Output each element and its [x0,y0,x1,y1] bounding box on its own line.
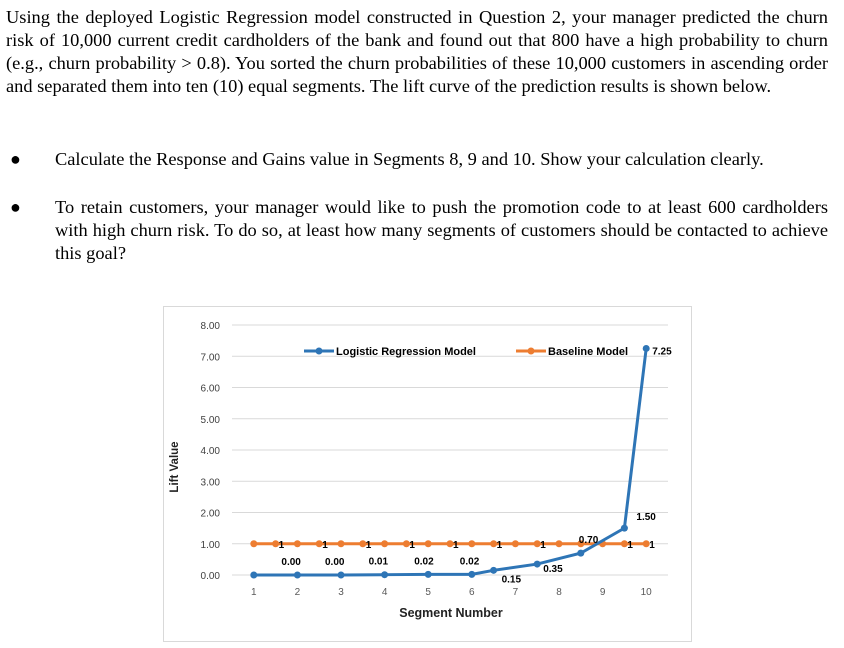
data-label-baseline: 1 [322,540,328,551]
data-point-baseline [381,540,389,548]
y-tick-label: 2.00 [201,509,221,520]
data-point-baseline [642,540,650,548]
data-label-baseline: 1 [366,540,372,551]
y-tick-label: 7.00 [201,352,221,363]
x-tick-label: 3 [338,587,344,598]
data-point-logistic [577,549,585,557]
y-tick-labels: 0.00 1.00 2.00 3.00 4.00 5.00 6.00 7.00 8.00 [201,321,221,582]
data-label-logistic: 1.50 [636,512,656,523]
data-point-baseline [337,540,345,548]
x-tick-label: 6 [469,587,475,598]
x-tick-label: 8 [556,587,562,598]
x-tick-label: 1 [251,587,257,598]
x-axis-label: Segment Number [399,606,503,620]
data-label-logistic: 0.15 [502,574,522,585]
data-point-logistic [293,571,301,579]
chart-series [250,344,650,579]
data-point-logistic [642,344,650,352]
data-point-baseline [533,540,541,548]
data-point-baseline [490,540,498,548]
chart-grid [232,324,668,576]
data-label-logistic: 0.35 [543,564,563,575]
y-tick-label: 6.00 [201,384,221,395]
chart-data-labels: 1 1 1 1 1 1 1 1 1 0.00 0.00 0.01 0.02 0.02 0.15 0.35 0.7… [279,346,673,585]
data-point-logistic [381,571,389,579]
data-label-logistic: 0.00 [281,557,301,568]
question-intro: Using the deployed Logistic Regression m… [6,6,828,98]
bullet-icon: ● [10,197,21,217]
data-point-baseline [272,540,280,548]
chart-legend: Logistic Regression Model Baseline Model [304,346,628,358]
bullet-text-1: Calculate the Response and Gains value i… [55,149,764,169]
data-label-logistic: 0.02 [460,556,480,567]
data-point-baseline [511,540,519,548]
data-point-baseline [577,540,585,548]
x-tick-label: 2 [295,587,301,598]
data-point-baseline [250,540,258,548]
x-tick-labels: 1 2 3 4 5 6 7 8 9 10 [251,587,652,598]
x-tick-label: 5 [425,587,431,598]
data-point-baseline [293,540,301,548]
lift-chart-svg: 0.00 1.00 2.00 3.00 4.00 5.00 6.00 7.00 8.00 1 2 3… [169,321,673,620]
data-point-logistic [533,560,541,568]
legend-marker-logistic [315,347,323,355]
data-point-baseline [424,540,432,548]
data-point-baseline [446,540,454,548]
bullet-text-2: To retain customers, your manager would … [55,197,828,263]
y-tick-label: 1.00 [201,540,221,551]
y-tick-label: 8.00 [201,321,221,332]
data-label-baseline: 1 [540,540,546,551]
legend-label-baseline: Baseline Model [548,346,628,358]
x-tick-label: 7 [513,587,519,598]
y-tick-label: 4.00 [201,446,221,457]
data-point-baseline [620,540,628,548]
lift-chart: 0.00 1.00 2.00 3.00 4.00 5.00 6.00 7.00 8.00 1 2 3… [163,306,692,642]
data-point-baseline [315,540,323,548]
data-label-logistic: 7.25 [652,346,672,357]
data-point-logistic [490,566,498,574]
data-label-logistic: 0.02 [414,556,434,567]
data-label-logistic: 0.00 [325,557,345,568]
data-point-logistic [337,571,345,579]
data-label-logistic: 0.01 [369,557,389,568]
data-point-baseline [359,540,367,548]
data-label-baseline: 1 [409,540,415,551]
data-label-baseline: 1 [453,540,459,551]
data-point-baseline [402,540,410,548]
data-point-logistic [468,570,476,578]
y-tick-label: 3.00 [201,477,221,488]
data-point-baseline [468,540,476,548]
data-label-logistic: 0.70 [579,535,599,546]
y-tick-label: 5.00 [201,415,221,426]
x-tick-label: 4 [382,587,388,598]
bullet-icon: ● [10,149,21,169]
data-label-baseline: 1 [627,540,633,551]
data-label-baseline: 1 [279,540,285,551]
data-point-logistic [424,570,432,578]
data-point-baseline [555,540,563,548]
data-point-logistic [620,524,628,532]
legend-label-logistic: Logistic Regression Model [336,346,476,358]
data-label-baseline: 1 [497,540,503,551]
x-tick-label: 10 [641,587,653,598]
data-label-baseline: 1 [649,540,655,551]
y-tick-label: 0.00 [201,571,221,582]
y-axis-label: Lift Value [169,441,181,492]
intro-paragraph: Using the deployed Logistic Regression m… [6,7,828,96]
data-point-logistic [250,571,258,579]
legend-marker-baseline [527,347,535,355]
x-tick-label: 9 [600,587,606,598]
